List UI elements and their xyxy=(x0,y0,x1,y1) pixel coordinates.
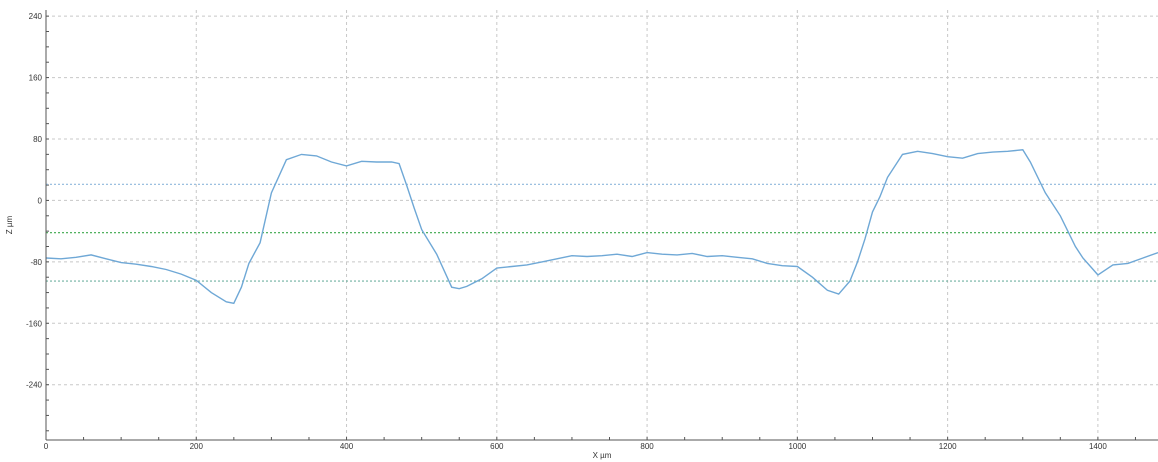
x-tick-label: 1000 xyxy=(788,442,806,451)
y-tick-label: -240 xyxy=(26,381,43,390)
y-tick-label: 240 xyxy=(29,12,43,21)
y-tick-label: 80 xyxy=(33,135,42,144)
reference-lines xyxy=(46,183,1158,282)
minor-ticks xyxy=(45,15,1136,440)
x-tick-labels: 0 200 400 600 800 1000 1200 1400 xyxy=(44,442,1108,451)
x-tick-label: 1400 xyxy=(1089,442,1107,451)
x-tick-label: 0 xyxy=(44,442,49,451)
x-tick-label: 1200 xyxy=(939,442,957,451)
x-tick-label: 200 xyxy=(190,442,204,451)
y-axis-title: Z µm xyxy=(5,215,14,234)
x-tick-label: 600 xyxy=(490,442,504,451)
x-tick-label: 800 xyxy=(640,442,654,451)
x-tick-label: 400 xyxy=(340,442,354,451)
profile-series-line xyxy=(45,149,1158,305)
y-tick-labels: 240 160 80 0 -80 -160 -240 xyxy=(26,12,43,390)
y-tick-label: -80 xyxy=(30,258,42,267)
x-axis-title: X µm xyxy=(593,451,612,460)
y-tick-label: -160 xyxy=(26,319,43,328)
y-tick-label: 0 xyxy=(38,196,43,205)
grid xyxy=(45,10,1158,440)
y-tick-label: 160 xyxy=(29,74,43,83)
